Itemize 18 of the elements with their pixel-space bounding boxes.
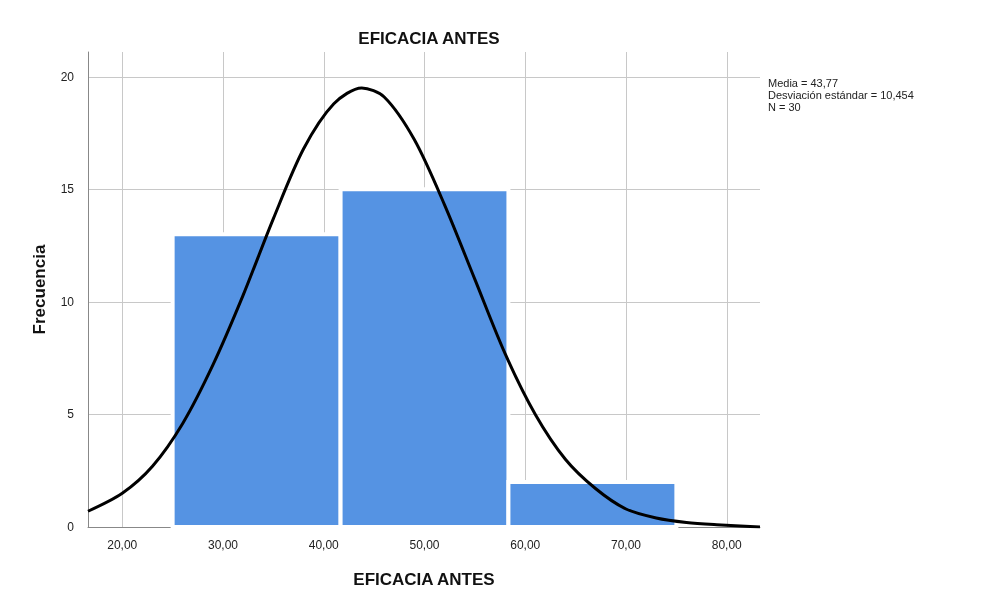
y-tick-label: 15 <box>60 182 75 197</box>
text: Media = 43,77 <box>768 76 839 89</box>
x-tick-label: 70,00 <box>610 538 642 552</box>
y-axis-title: Frecuencia <box>30 244 49 335</box>
y-tick-label: 0 <box>67 520 75 534</box>
x-tick-label: 50,00 <box>409 538 440 552</box>
x-axis-title: EFICACIA ANTES <box>353 570 495 589</box>
x-tick-label: 60,00 <box>510 538 541 552</box>
x-tick-label: 80,00 <box>711 538 743 552</box>
x-tick-label: 20,00 <box>107 538 138 552</box>
x-tick-label: 40,00 <box>308 538 340 552</box>
chart-title: EFICACIA ANTES <box>358 29 500 48</box>
y-tick-label: 20 <box>60 69 75 84</box>
text: N = 30 <box>768 100 801 113</box>
x-tick-label: 30,00 <box>207 538 239 552</box>
y-tick-label: 10 <box>60 294 75 309</box>
y-tick-label: 5 <box>67 407 75 422</box>
text: Desviación estándar = 10,454 <box>768 88 914 101</box>
